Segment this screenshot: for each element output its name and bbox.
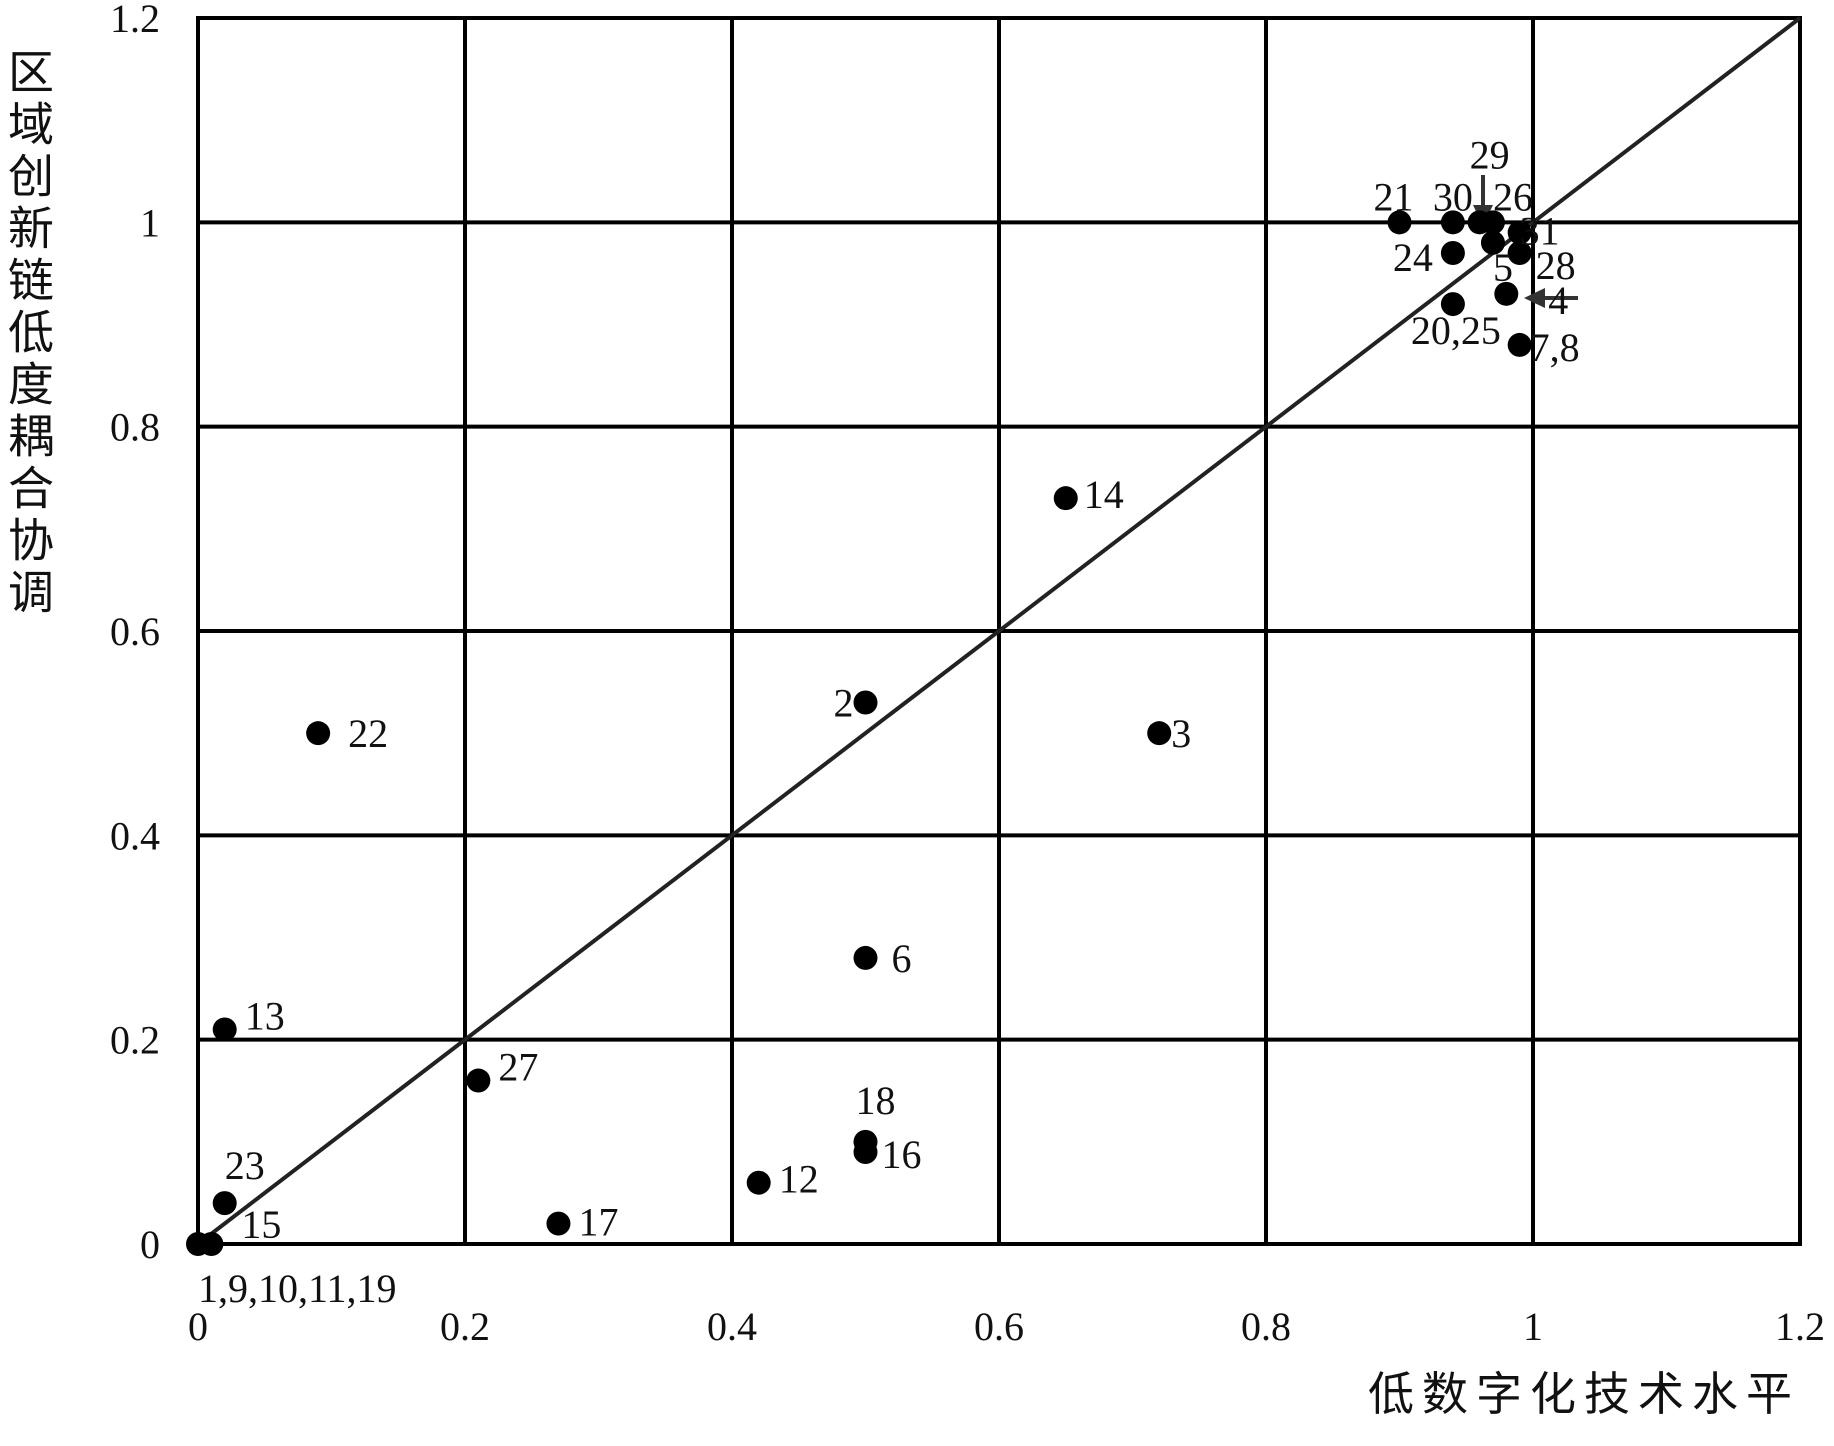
x-axis-title: 低数字化技术水平 [1368,1367,1800,1421]
x-axis-ticks: 0 0.2 0.4 0.6 0.8 1 1.2 [188,1304,1825,1349]
point-label: 17 [578,1200,618,1245]
point-label: 20,25 [1411,308,1501,353]
label-arrows [1473,175,1578,308]
y-tick-label: 1 [140,200,160,245]
data-point [212,1017,237,1042]
data-point [1387,210,1412,235]
data-point [546,1211,571,1236]
point-label: 27 [498,1045,538,1090]
data-point [1480,230,1505,255]
data-point [853,690,878,715]
point-label: 12 [779,1157,819,1202]
point-label: 29 [1470,132,1510,177]
y-tick-label: 0.2 [110,1018,160,1063]
point-label: 22 [348,711,388,756]
point-label: 13 [245,993,285,1038]
data-point [199,1232,224,1256]
x-tick-label: 0.4 [707,1304,757,1349]
point-label: 1,9,10,11,19 [198,1266,397,1311]
x-tick-label: 0.8 [1241,1304,1291,1349]
point-label: 24 [1393,235,1433,280]
y-tick-label: 0.8 [110,405,160,450]
data-point [853,945,878,970]
data-point [746,1170,771,1195]
data-point [466,1068,491,1093]
point-label: 6 [892,936,912,981]
point-label: 18 [856,1078,896,1123]
y-tick-label: 0.4 [110,813,160,858]
point-label: 21 [1374,174,1414,219]
data-points [186,210,1532,1256]
y-tick-label: 1.2 [110,0,160,41]
y-axis-ticks: 0 0.2 0.4 0.6 0.8 1 1.2 [110,0,160,1267]
y-tick-label: 0 [140,1222,160,1267]
x-tick-label: 0.2 [440,1304,490,1349]
data-point [1507,240,1532,265]
data-point [1440,210,1465,235]
data-point [306,721,331,746]
data-point [1494,281,1519,306]
data-point [1147,721,1172,746]
data-point [212,1191,237,1216]
x-tick-label: 0.6 [974,1304,1024,1349]
y-tick-label: 0.6 [110,609,160,654]
data-point [853,1140,878,1165]
point-label: 7,8 [1530,325,1580,370]
arrow-4-head [1524,288,1545,308]
point-label: 26 [1493,174,1533,219]
point-label: 14 [1084,472,1124,517]
data-point [1053,486,1078,511]
point-label: 2 [834,681,854,726]
point-label: 15 [241,1202,281,1247]
x-tick-label: 1 [1523,1304,1543,1349]
point-label: 28 [1536,243,1576,288]
point-label: 23 [225,1143,265,1188]
x-tick-label: 1.2 [1775,1304,1825,1349]
data-point [1440,240,1465,265]
point-label: 16 [882,1132,922,1177]
data-point [1480,210,1505,235]
diagonal-reference-line [196,16,1802,1246]
point-label: 31 [1520,209,1560,254]
data-point [1440,292,1465,317]
point-label: 5 [1493,245,1513,290]
point-label: 3 [1171,711,1191,756]
data-point [1507,220,1532,245]
data-point [1507,332,1532,357]
point-label: 4 [1548,278,1568,323]
y-axis-title: 区域创新链低度耦合协调 [1,48,55,620]
plot-frame [196,16,1802,1246]
point-label: 30 [1433,174,1473,219]
x-tick-label: 0 [188,1304,208,1349]
